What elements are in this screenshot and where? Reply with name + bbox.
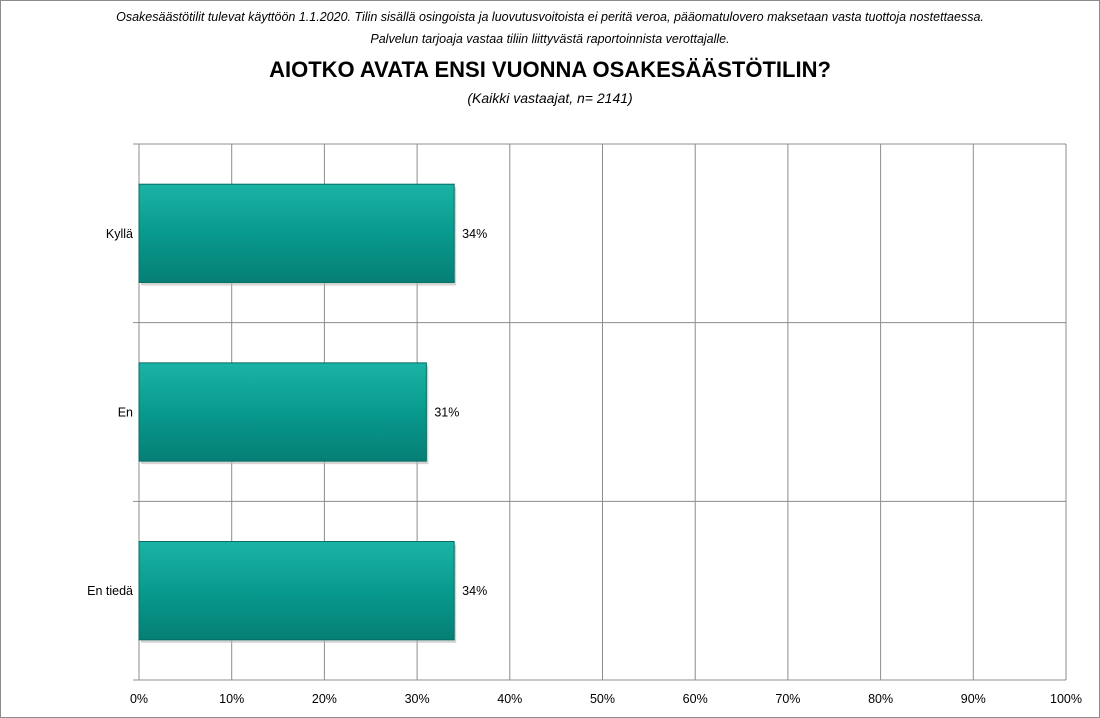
bar-value-label: 34% <box>462 227 487 241</box>
x-tick-label: 100% <box>1050 692 1082 706</box>
x-tick-label: 40% <box>497 692 522 706</box>
footnote-line-2: Palvelun tarjoaja vastaa tiliin liittyvä… <box>370 32 730 46</box>
footnote-line-1: Osakesäästötilit tulevat käyttöön 1.1.20… <box>116 10 984 24</box>
chart-subtitle: (Kaikki vastaajat, n= 2141) <box>467 90 633 106</box>
x-tick-label: 0% <box>130 692 148 706</box>
bars <box>138 183 457 643</box>
x-tick-label: 60% <box>683 692 708 706</box>
x-tick-label: 90% <box>961 692 986 706</box>
bar-2 <box>138 362 427 462</box>
chart-title: AIOTKO AVATA ENSI VUONNA OSAKESÄÄSTÖTILI… <box>269 57 831 82</box>
y-category-label: Kyllä <box>106 227 133 241</box>
x-tick-label: 70% <box>775 692 800 706</box>
x-tick-label: 20% <box>312 692 337 706</box>
bar-value-label: 31% <box>434 406 459 420</box>
x-tick-label: 30% <box>405 692 430 706</box>
y-category-label: En <box>118 406 133 420</box>
y-category-label: En tiedä <box>87 584 133 598</box>
bar-1 <box>138 183 455 283</box>
x-tick-label: 80% <box>868 692 893 706</box>
labels: 0% 10% 20% 30% 40% 50% 60% 70% 80% 90% 100% 34% Kyll… <box>87 227 1082 706</box>
x-tick-label: 50% <box>590 692 615 706</box>
bar-value-label: 34% <box>462 584 487 598</box>
bar-3 <box>138 541 455 641</box>
x-tick-label: 10% <box>219 692 244 706</box>
